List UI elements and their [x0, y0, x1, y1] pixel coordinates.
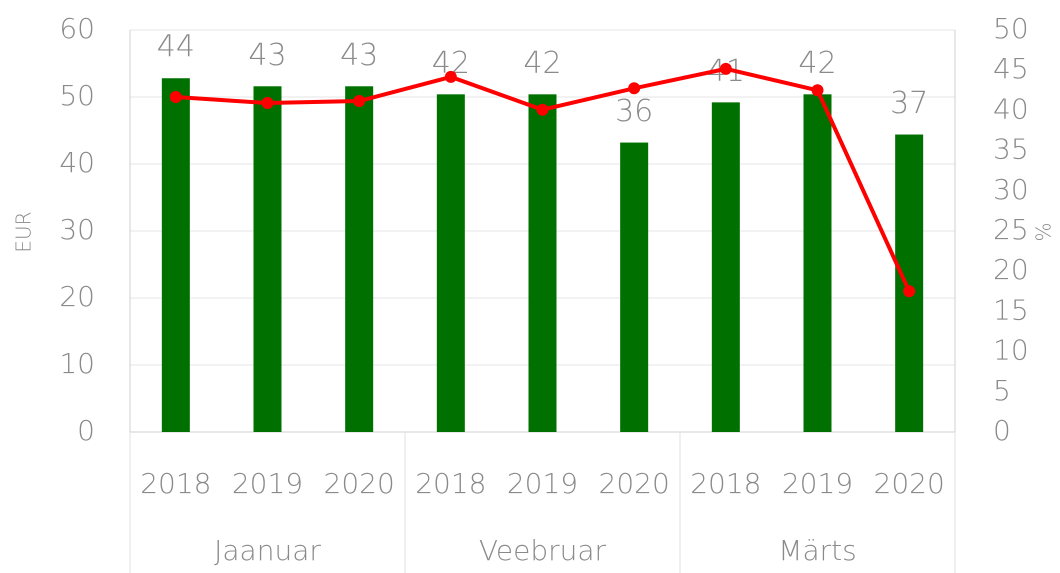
y-tick-label: 20: [59, 280, 95, 313]
line-point: [353, 95, 366, 108]
y2-tick-label: 50: [993, 12, 1029, 45]
bar: [895, 134, 924, 432]
data-label: 43: [248, 38, 286, 73]
y2-tick-label: 40: [993, 92, 1029, 125]
x-tick-label: 2019: [782, 467, 853, 500]
y-tick-label: 60: [59, 12, 95, 45]
bar: [436, 94, 465, 432]
data-label: 44: [157, 30, 195, 65]
y2-tick-label: 45: [993, 52, 1029, 85]
line-point: [628, 82, 641, 95]
data-label: 37: [890, 86, 928, 121]
bar: [711, 102, 740, 433]
x-tick-label: 2018: [140, 467, 211, 500]
y2-tick-label: 15: [993, 293, 1029, 326]
y-axis-title: EUR: [12, 211, 36, 252]
y-tick-label: 30: [59, 213, 95, 246]
bar: [528, 94, 557, 432]
group-label: Märts: [778, 534, 856, 567]
y2-tick-label: 20: [993, 253, 1029, 286]
line-point: [444, 70, 457, 83]
line-point: [811, 84, 824, 97]
y2-tick-label: 35: [993, 133, 1029, 166]
line-point: [169, 91, 182, 103]
data-label: 43: [340, 38, 378, 73]
y2-tick-label: 10: [993, 334, 1029, 367]
group-label: Veebruar: [479, 534, 607, 567]
group-label: Jaanuar: [214, 534, 321, 567]
y2-tick-label: 30: [993, 173, 1029, 206]
data-label: 42: [523, 46, 561, 81]
y-tick-label: 40: [59, 146, 95, 179]
y2-tick-label: 0: [993, 414, 1011, 447]
x-tick-label: 2018: [690, 467, 761, 500]
x-tick-label: 2019: [232, 467, 303, 500]
x-tick-label: 2020: [324, 467, 395, 500]
y2-tick-label: 25: [993, 213, 1029, 246]
y-tick-label: 50: [59, 79, 95, 112]
y2-axis-title: %: [1032, 222, 1056, 241]
line-point: [536, 103, 549, 116]
bar: [161, 78, 190, 433]
x-tick-label: 2020: [874, 467, 945, 500]
line-point: [261, 97, 274, 110]
data-label: 42: [798, 46, 836, 81]
y-tick-label: 0: [77, 414, 95, 447]
y2-tick-label: 5: [993, 374, 1011, 407]
bar: [253, 86, 282, 432]
data-label: 36: [615, 94, 653, 129]
bar: [620, 142, 649, 432]
y-tick-label: 10: [59, 347, 95, 380]
bar: [345, 86, 374, 432]
x-tick-label: 2020: [599, 467, 670, 500]
line-point: [719, 62, 732, 75]
line-point: [903, 285, 916, 298]
x-tick-label: 2018: [415, 467, 486, 500]
x-tick-label: 2019: [507, 467, 578, 500]
bar: [803, 94, 832, 432]
